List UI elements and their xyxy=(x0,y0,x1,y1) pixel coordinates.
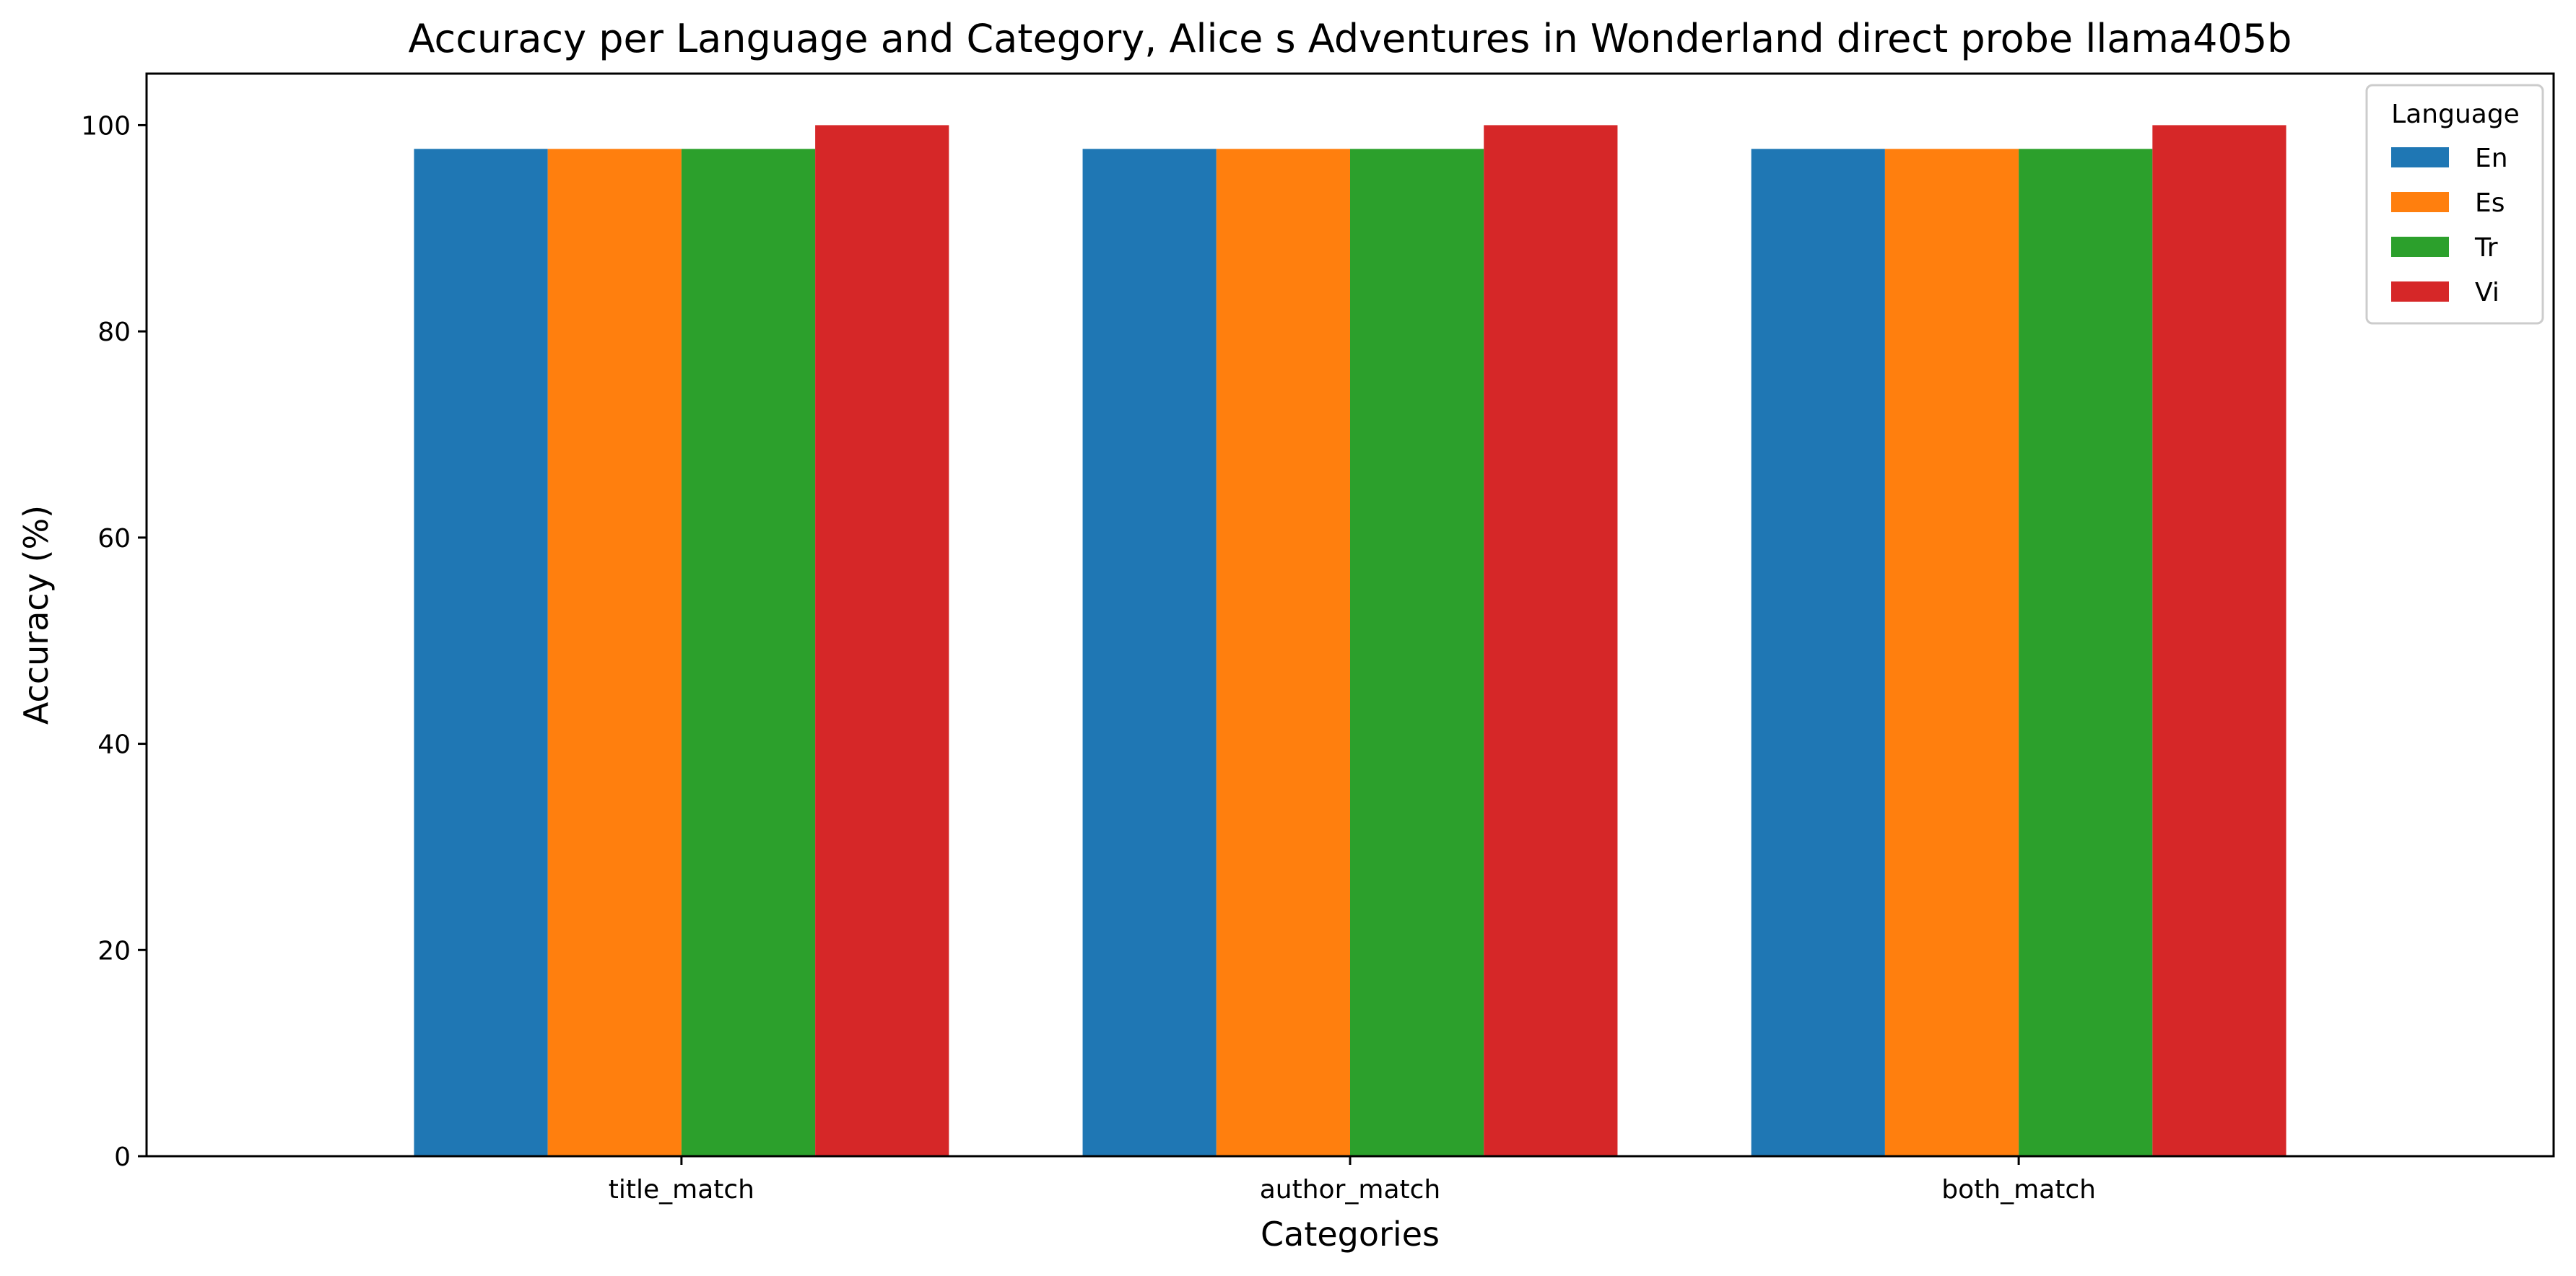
chart-title: Accuracy per Language and Category, Alic… xyxy=(409,16,2292,61)
legend-title: Language xyxy=(2391,100,2520,129)
bar-vi-title_match xyxy=(815,125,949,1156)
legend-label-vi: Vi xyxy=(2475,278,2499,307)
x-axis-ticks: title_match author_match both_match xyxy=(609,1156,2096,1205)
bar-es-both_match xyxy=(1884,149,2019,1156)
bar-vi-author_match xyxy=(1484,125,1618,1156)
bar-en-title_match xyxy=(414,149,548,1156)
y-tick-label: 100 xyxy=(81,111,131,141)
legend-frame xyxy=(2365,84,2544,325)
legend-swatch-vi xyxy=(2391,281,2449,302)
bar-en-author_match xyxy=(1082,149,1217,1156)
bar-es-title_match xyxy=(547,149,682,1156)
legend-label-en: En xyxy=(2475,144,2508,173)
y-axis-ticks: 0 20 40 60 80 100 xyxy=(81,111,147,1172)
x-tick-label: both_match xyxy=(1941,1175,2096,1205)
bar-tr-author_match xyxy=(1350,149,1484,1156)
bars-layer xyxy=(414,125,2286,1156)
plot-frame xyxy=(145,72,2555,1158)
x-axis-label: Categories xyxy=(1261,1215,1440,1254)
y-tick-label: 80 xyxy=(97,318,131,347)
bar-es-author_match xyxy=(1216,149,1350,1156)
bar-tr-both_match xyxy=(2019,149,2153,1156)
legend-label-es: Es xyxy=(2475,188,2505,218)
legend-swatch-tr xyxy=(2391,237,2449,257)
legend-swatch-es xyxy=(2391,192,2449,212)
bar-en-both_match xyxy=(1751,149,1885,1156)
x-tick-label: author_match xyxy=(1260,1175,1441,1205)
y-axis-label: Accuracy (%) xyxy=(17,505,56,725)
y-tick-label: 20 xyxy=(97,936,131,966)
bar-vi-both_match xyxy=(2152,125,2286,1156)
y-tick-label: 60 xyxy=(97,524,131,554)
y-tick-label: 0 xyxy=(114,1142,131,1172)
x-tick-label: title_match xyxy=(609,1175,754,1205)
y-tick-label: 40 xyxy=(97,730,131,760)
legend: Language En Es Tr Vi xyxy=(2365,84,2544,325)
bar-tr-title_match xyxy=(681,149,816,1156)
legend-swatch-en xyxy=(2391,147,2449,167)
legend-label-tr: Tr xyxy=(2474,233,2498,263)
legend-items: En Es Tr Vi xyxy=(2391,144,2508,307)
